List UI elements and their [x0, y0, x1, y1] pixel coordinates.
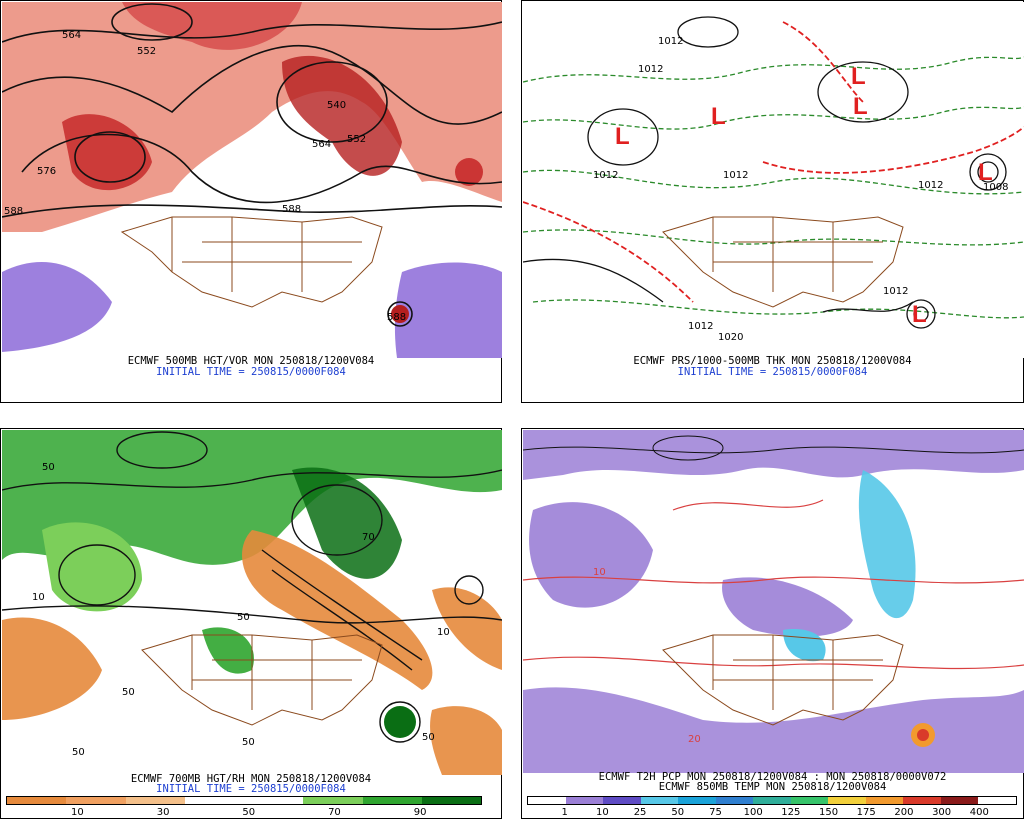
contour-label: 588 — [4, 206, 23, 217]
legend-tick-label: 90 — [413, 807, 427, 818]
legend-swatch — [903, 797, 941, 804]
legend-swatch — [828, 797, 866, 804]
legend-swatch — [66, 797, 126, 804]
contour-label: 588 — [387, 312, 406, 323]
precip-legend-ticks: 1 10 25 50 75 100 125 150 175 200 300 400 — [527, 807, 1017, 819]
legend-tick-label: 1 — [561, 807, 568, 818]
isobar-label: 1012 — [883, 286, 908, 297]
humidity-map: 50 50 50 10 10 70 50 50 50 — [2, 430, 502, 775]
legend-swatch — [715, 797, 754, 804]
panel-prs-thickness: L L L L L L 1012 1012 1012 1012 1012 101… — [521, 0, 1024, 403]
legend-swatch — [421, 797, 481, 804]
legend-tick-label: 300 — [932, 807, 952, 818]
rh-label: 70 — [362, 532, 375, 543]
isobar-label: 1020 — [718, 332, 743, 343]
panel-subcaption: ECMWF 850MB TEMP MON 250818/1200V084 — [658, 781, 887, 793]
low-pressure-marker: L — [912, 301, 927, 328]
low-pressure-marker: L — [851, 63, 866, 90]
rh-label: 50 — [42, 462, 55, 473]
legend-tick-label: 200 — [894, 807, 914, 818]
isobar-label: 1008 — [983, 182, 1008, 193]
rh-label: 50 — [122, 687, 135, 698]
rh-label: 10 — [437, 627, 450, 638]
initial-time: INITIAL TIME = 250815/0000F084 — [677, 366, 868, 378]
legend-tick-label: 25 — [633, 807, 647, 818]
panel-caption: ECMWF 500MB HGT/VOR MON 250818/1200V084 — [127, 355, 375, 367]
isobar-label: 1012 — [723, 170, 748, 181]
rh-label: 50 — [422, 732, 435, 743]
legend-swatch — [940, 797, 979, 804]
legend-swatch — [565, 797, 604, 804]
legend-swatch — [790, 797, 829, 804]
low-pressure-marker: L — [711, 103, 726, 130]
isobar-label: 1012 — [593, 170, 618, 181]
rh-label: 50 — [237, 612, 250, 623]
legend-swatch — [865, 797, 904, 804]
legend-swatch — [125, 797, 185, 804]
legend-tick-label: 50 — [671, 807, 685, 818]
legend-tick-label: 125 — [781, 807, 801, 818]
legend-swatch — [678, 797, 716, 804]
panel-precip-850mb-temp: 10 20 ECMWF T2H PCP MON 250818/1200V084 … — [521, 428, 1024, 819]
contour-label: 564 — [312, 139, 331, 150]
legend-tick-label: 100 — [743, 807, 763, 818]
legend-swatch — [303, 797, 363, 804]
rh-color-legend — [6, 796, 482, 805]
panel-caption: ECMWF PRS/1000-500MB THK MON 250818/1200… — [633, 355, 912, 367]
precip-map: 10 20 — [523, 430, 1024, 773]
legend-tick-label: 50 — [242, 807, 256, 818]
panel-caption: ECMWF 700MB HGT/RH MON 250818/1200V084 — [130, 773, 372, 785]
contour-label: 588 — [282, 204, 301, 215]
legend-tick-label: 150 — [818, 807, 839, 818]
legend-tick-label: 10 — [596, 807, 609, 818]
legend-swatch — [7, 797, 67, 804]
low-pressure-marker: L — [853, 93, 868, 120]
temp-label: 20 — [688, 734, 701, 745]
legend-swatch — [753, 797, 791, 804]
contour-label: 576 — [37, 166, 56, 177]
rh-legend-ticks: 10 30 50 70 90 — [6, 807, 482, 819]
legend-tick-label: 175 — [856, 807, 876, 818]
low-pressure-marker: L — [978, 159, 993, 186]
legend-tick-label: 70 — [328, 807, 341, 818]
isobar-label: 1012 — [918, 180, 943, 191]
legend-tick-label: 10 — [71, 807, 84, 818]
rh-label: 10 — [32, 592, 45, 603]
rh-label: 50 — [72, 747, 85, 758]
rh-label: 50 — [242, 737, 255, 748]
initial-time: INITIAL TIME = 250815/0000F084 — [156, 783, 346, 795]
legend-swatch — [244, 797, 304, 804]
legend-swatch — [978, 797, 1016, 804]
isobar-label: 1012 — [658, 36, 683, 47]
pressure-map: L L L L L L 1012 1012 1012 1012 1012 101… — [523, 2, 1024, 358]
contour-label: 540 — [327, 100, 346, 111]
contour-label: 552 — [347, 134, 366, 145]
low-pressure-marker: L — [615, 123, 630, 150]
panel-700mb-hgt-rh: 50 50 50 10 10 70 50 50 50 ECMWF 700MB H… — [0, 428, 502, 819]
contour-label: 552 — [137, 46, 156, 57]
legend-swatch — [528, 797, 566, 804]
panel-500mb-hgt-vort: 564 552 540 552 564 576 588 588 588 ECMW… — [0, 0, 502, 403]
legend-swatch — [362, 797, 422, 804]
isobar-label: 1012 — [638, 64, 663, 75]
precip-color-legend — [527, 796, 1017, 805]
temp-label: 10 — [593, 567, 606, 578]
initial-time: INITIAL TIME = 250815/0000F084 — [156, 366, 346, 378]
legend-tick-label: 400 — [969, 807, 989, 818]
panel-caption: ECMWF T2H PCP MON 250818/1200V084 : MON … — [598, 771, 947, 783]
legend-tick-label: 75 — [709, 807, 722, 818]
legend-swatch — [640, 797, 679, 804]
legend-swatch — [184, 797, 244, 804]
legend-swatch — [603, 797, 641, 804]
legend-tick-label: 30 — [156, 807, 170, 818]
vorticity-map: 564 552 540 552 564 576 588 588 588 — [2, 2, 502, 358]
isobar-label: 1012 — [688, 321, 713, 332]
contour-label: 564 — [62, 30, 81, 41]
